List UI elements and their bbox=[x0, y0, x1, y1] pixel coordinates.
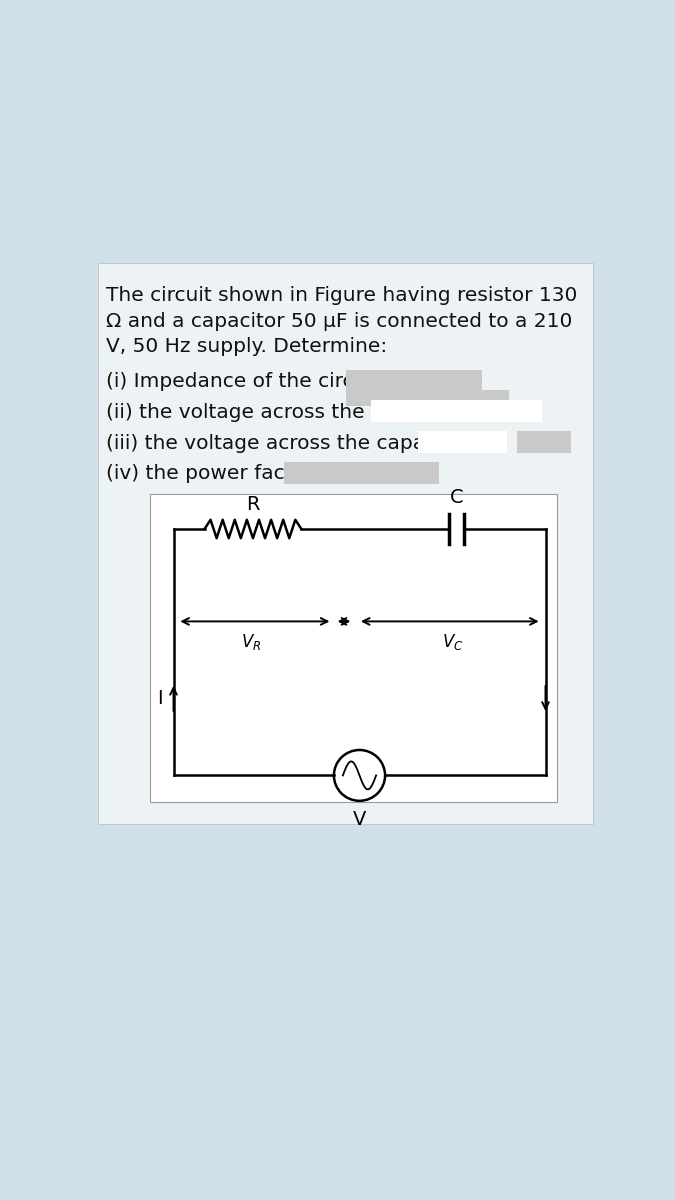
Bar bbox=[517, 431, 571, 452]
Text: I: I bbox=[157, 689, 163, 708]
Text: (iii) the voltage across the capacitor [: (iii) the voltage across the capacitor [ bbox=[106, 433, 485, 452]
Text: (ii) the voltage across the resistor: (ii) the voltage across the resistor bbox=[106, 403, 447, 421]
Text: (iv) the power factor [: (iv) the power factor [ bbox=[106, 464, 327, 484]
FancyBboxPatch shape bbox=[99, 263, 593, 824]
Text: $V_R$: $V_R$ bbox=[241, 632, 261, 652]
Bar bbox=[151, 494, 557, 803]
Text: (i) Impedance of the circuit: (i) Impedance of the circuit bbox=[106, 372, 380, 391]
Text: V: V bbox=[353, 810, 366, 829]
Bar bbox=[371, 401, 541, 422]
Text: C: C bbox=[450, 488, 463, 508]
Text: $V_C$: $V_C$ bbox=[441, 632, 463, 652]
Text: Ω and a capacitor 50 μF is connected to a 210: Ω and a capacitor 50 μF is connected to … bbox=[106, 312, 572, 331]
Text: V, 50 Hz supply. Determine:: V, 50 Hz supply. Determine: bbox=[106, 337, 387, 356]
Text: R: R bbox=[246, 494, 260, 514]
Bar bbox=[418, 431, 507, 452]
Bar bbox=[284, 462, 439, 484]
Bar bbox=[346, 390, 509, 406]
Bar bbox=[346, 370, 482, 391]
Text: The circuit shown in Figure having resistor 130: The circuit shown in Figure having resis… bbox=[106, 287, 577, 306]
